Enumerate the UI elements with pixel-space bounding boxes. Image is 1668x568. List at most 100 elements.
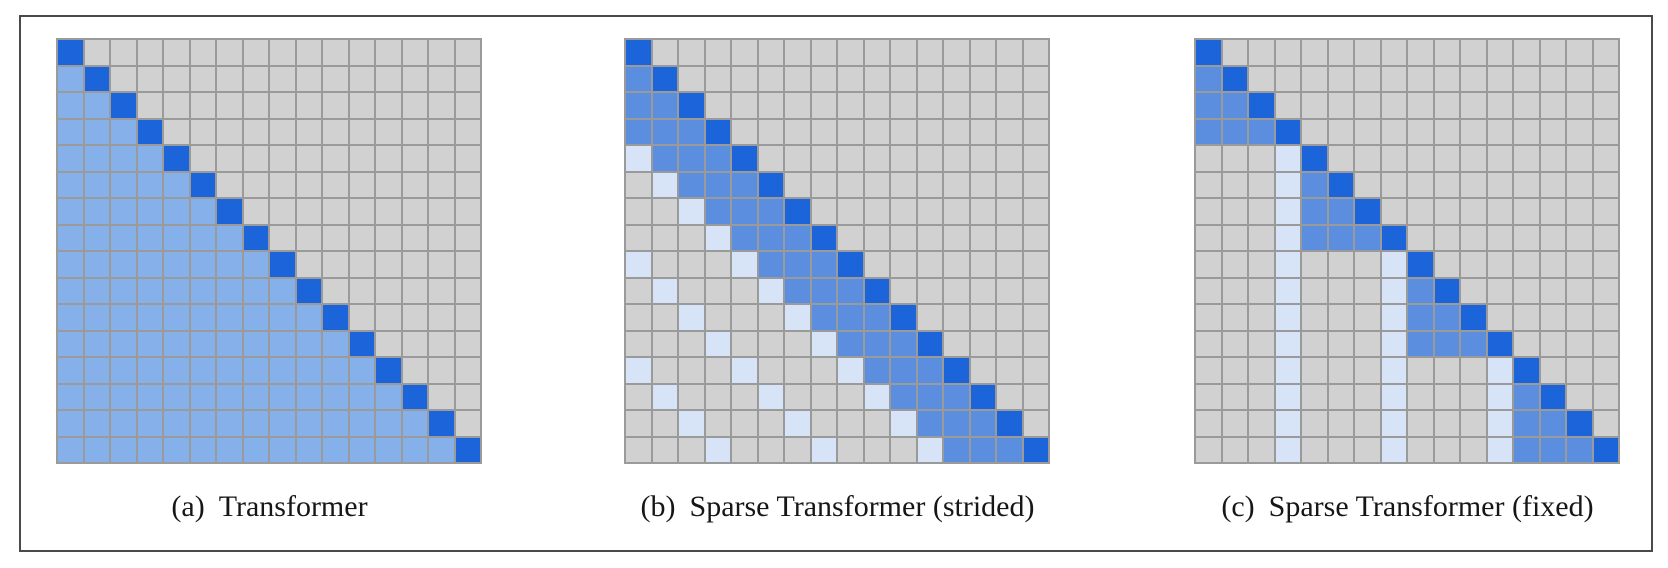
attention-cell xyxy=(84,119,109,144)
attention-cell xyxy=(732,146,757,171)
attention-cell xyxy=(1355,252,1380,277)
attention-cell xyxy=(243,66,268,91)
attention-cell xyxy=(164,146,189,171)
attention-cell xyxy=(652,66,677,91)
attention-cell xyxy=(891,172,916,197)
attention-cell xyxy=(111,384,136,409)
attention-cell xyxy=(1196,172,1221,197)
attention-cell xyxy=(190,358,215,383)
attention-cell xyxy=(349,305,374,330)
attention-cell xyxy=(652,331,677,356)
attention-cell xyxy=(190,40,215,65)
attention-cell xyxy=(626,437,651,462)
attention-cell xyxy=(1302,199,1327,224)
attention-cell xyxy=(429,199,454,224)
attention-cell xyxy=(652,225,677,250)
attention-cell xyxy=(1461,119,1486,144)
attention-cell xyxy=(296,278,321,303)
attention-cell xyxy=(349,66,374,91)
attention-cell xyxy=(323,411,348,436)
attention-cell xyxy=(243,358,268,383)
attention-cell xyxy=(838,411,863,436)
attention-cell xyxy=(970,119,995,144)
attention-cell xyxy=(997,93,1022,118)
attention-cell xyxy=(190,146,215,171)
attention-cell xyxy=(811,278,836,303)
attention-cell xyxy=(626,225,651,250)
attention-cell xyxy=(732,331,757,356)
attention-cell xyxy=(944,305,969,330)
attention-cell xyxy=(705,146,730,171)
attention-cell xyxy=(732,437,757,462)
attention-cell xyxy=(705,252,730,277)
attention-cell xyxy=(217,358,242,383)
attention-cell xyxy=(111,252,136,277)
attention-cell xyxy=(84,40,109,65)
attention-cell xyxy=(111,411,136,436)
attention-cell xyxy=(1275,331,1300,356)
attention-cell xyxy=(732,358,757,383)
attention-cell xyxy=(838,146,863,171)
attention-cell xyxy=(891,331,916,356)
attention-cell xyxy=(626,252,651,277)
attention-cell xyxy=(1593,252,1618,277)
attention-cell xyxy=(1355,437,1380,462)
attention-cell xyxy=(1408,40,1433,65)
attention-cell xyxy=(429,172,454,197)
attention-cell xyxy=(1434,278,1459,303)
attention-cell xyxy=(1408,331,1433,356)
attention-cell xyxy=(270,278,295,303)
attention-cell xyxy=(455,172,480,197)
attention-cell xyxy=(84,278,109,303)
attention-cell xyxy=(84,358,109,383)
attention-cell xyxy=(838,331,863,356)
attention-cell xyxy=(1434,411,1459,436)
attention-cell xyxy=(652,119,677,144)
attention-cell xyxy=(1514,411,1539,436)
attention-cell xyxy=(679,331,704,356)
attention-cell xyxy=(758,331,783,356)
attention-cell xyxy=(1593,437,1618,462)
attention-cell xyxy=(1434,172,1459,197)
attention-cell xyxy=(705,119,730,144)
attention-cell xyxy=(1461,199,1486,224)
attention-cell xyxy=(705,172,730,197)
attention-cell xyxy=(137,331,162,356)
attention-cell xyxy=(84,146,109,171)
attention-cell xyxy=(1328,93,1353,118)
attention-cell xyxy=(732,225,757,250)
attention-cell xyxy=(1023,278,1048,303)
attention-cell xyxy=(1487,411,1512,436)
attention-cell xyxy=(349,437,374,462)
attention-cell xyxy=(652,411,677,436)
attention-cell xyxy=(652,172,677,197)
attention-cell xyxy=(455,199,480,224)
attention-cell xyxy=(190,66,215,91)
attention-cell xyxy=(1275,199,1300,224)
attention-cell xyxy=(376,278,401,303)
attention-cell xyxy=(296,305,321,330)
attention-cell xyxy=(705,411,730,436)
attention-cell xyxy=(296,252,321,277)
attention-cell xyxy=(1567,331,1592,356)
attention-cell xyxy=(917,358,942,383)
attention-cell xyxy=(349,40,374,65)
attention-cell xyxy=(429,331,454,356)
attention-cell xyxy=(111,172,136,197)
attention-cell xyxy=(785,225,810,250)
attention-cell xyxy=(917,252,942,277)
attention-cell xyxy=(190,411,215,436)
attention-cell xyxy=(1461,278,1486,303)
attention-cell xyxy=(1381,93,1406,118)
attention-cell xyxy=(296,437,321,462)
attention-cell xyxy=(838,437,863,462)
attention-cell xyxy=(1196,305,1221,330)
attention-cell xyxy=(323,358,348,383)
attention-cell xyxy=(758,252,783,277)
attention-cell xyxy=(997,305,1022,330)
attention-cell xyxy=(1434,252,1459,277)
panel-caption-a: (a) Transformer xyxy=(56,490,483,524)
attention-cell xyxy=(1461,437,1486,462)
attention-cell xyxy=(917,437,942,462)
attention-cell xyxy=(917,411,942,436)
